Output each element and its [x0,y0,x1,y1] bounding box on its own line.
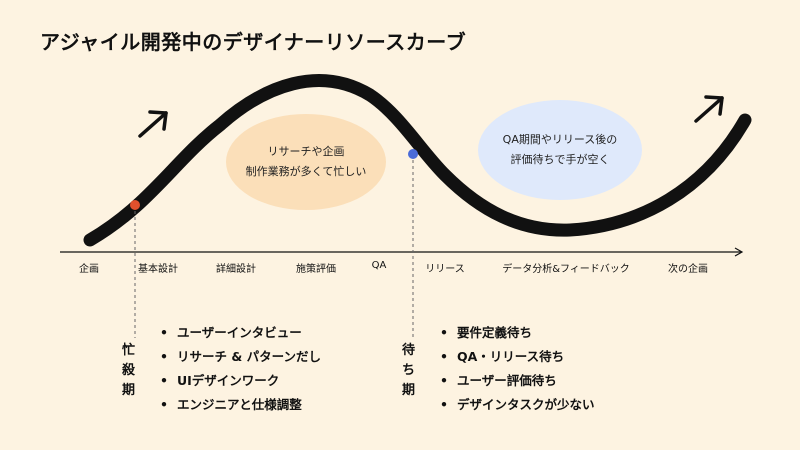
busy-phase-label: 忙 殺 期 [122,341,135,401]
busy-bubble-line2: 制作業務が多くて忙しい [245,165,367,178]
busy-phase-char: 殺 [122,363,136,378]
list-item: UIデザインワーク [160,369,321,393]
wait-marker [408,149,418,159]
up-arrow-left-icon [138,110,168,138]
wait-phase-label: 待 ち 期 [402,341,415,401]
timeline-label-basic-design: 基本設計 [138,264,178,275]
busy-bubble: リサーチや企画 制作業務が多くて忙しい [226,114,386,210]
wait-bubble: QA期間やリリース後の 評価待ちで手が空く [478,100,642,200]
list-item: デザインタスクが少ない [440,393,595,417]
page-title: アジャイル開発中のデザイナーリソースカーブ [40,30,467,54]
list-item: エンジニアと仕様調整 [160,393,321,417]
busy-phase-char: 期 [122,383,136,398]
timeline-label-release: リリース [425,264,465,275]
timeline-label-analysis: データ分析&フィードバック [502,264,630,275]
timeline-label-next-planning: 次の企画 [668,264,708,275]
list-item: リサーチ & パターンだし [160,345,321,369]
busy-phase-char: 忙 [122,343,136,358]
wait-phase-list: 要件定義待ち QA・リリース待ち ユーザー評価待ち デザインタスクが少ない [440,321,595,417]
wait-phase-char: 期 [402,383,416,398]
timeline-label-evaluation: 施策評価 [296,264,336,275]
list-item: ユーザーインタビュー [160,321,321,345]
resource-curve [83,74,752,247]
busy-phase-list: ユーザーインタビュー リサーチ & パターンだし UIデザインワーク エンジニア… [160,321,321,417]
timeline-label-planning: 企画 [79,264,99,275]
list-item: 要件定義待ち [440,321,595,345]
busy-marker [130,200,140,210]
wait-phase-char: 待 [402,343,416,358]
up-arrow-right-icon [694,95,724,123]
timeline-label-detail-design: 詳細設計 [216,264,256,275]
timeline-label-qa: QA [371,260,387,271]
list-item: ユーザー評価待ち [440,369,595,393]
wait-bubble-line1: QA期間やリリース後の [502,133,618,146]
busy-bubble-line1: リサーチや企画 [267,145,345,158]
wait-bubble-line2: 評価待ちで手が空く [510,153,610,166]
wait-phase-char: ち [402,363,416,378]
list-item: QA・リリース待ち [440,345,595,369]
timeline-axis [60,247,744,257]
